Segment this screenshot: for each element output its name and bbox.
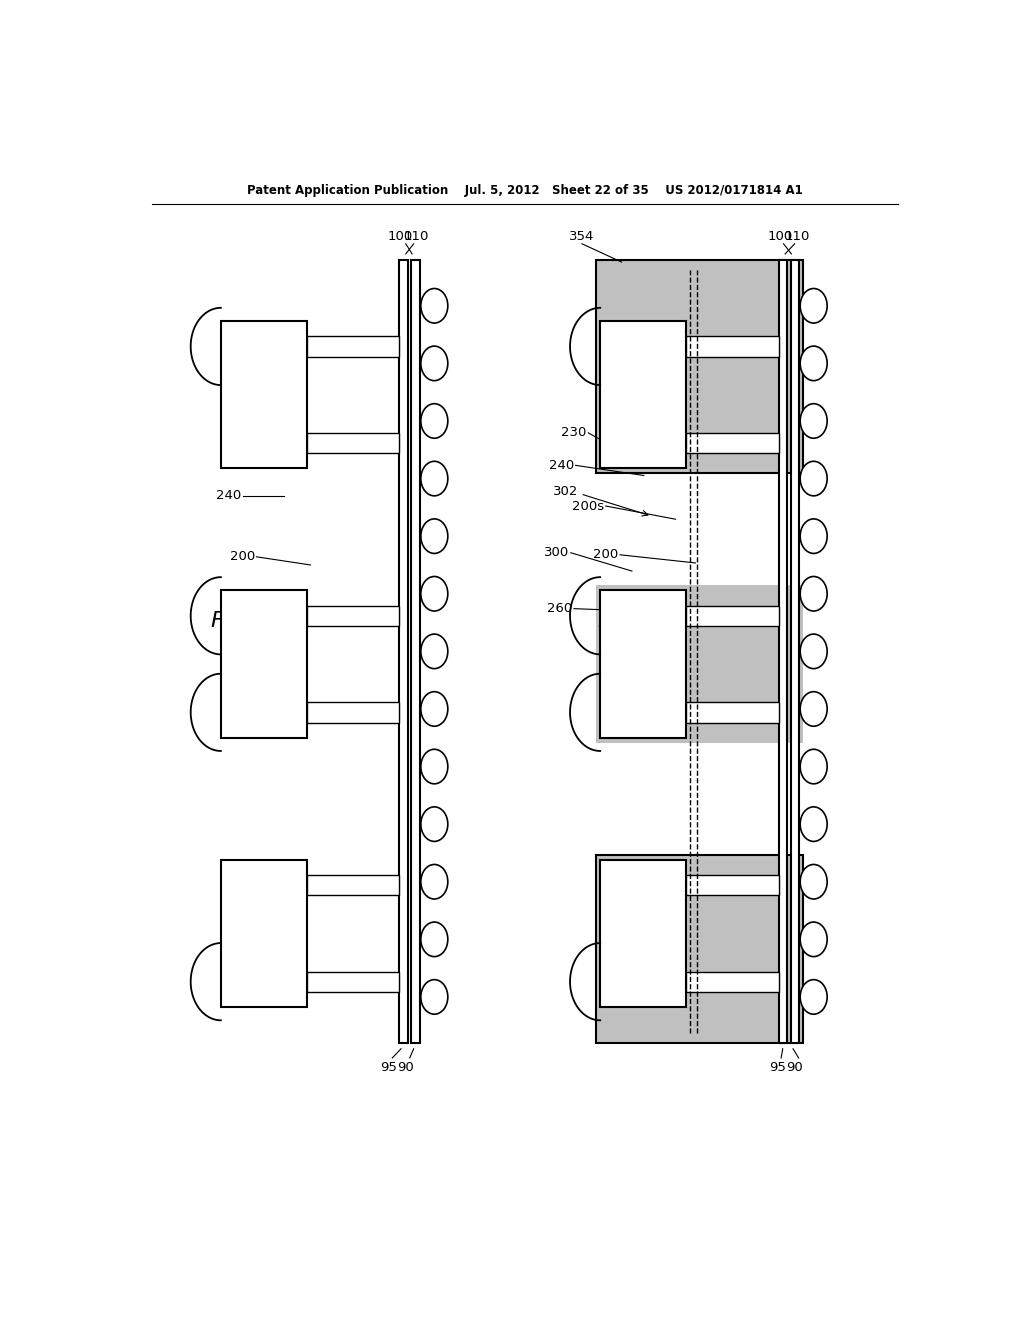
Text: 200: 200: [229, 550, 255, 564]
Circle shape: [800, 692, 827, 726]
Bar: [600, 859, 686, 1007]
Bar: [779, 260, 787, 1043]
Bar: [686, 433, 779, 453]
Circle shape: [800, 577, 827, 611]
Circle shape: [421, 807, 447, 841]
Bar: [686, 337, 779, 356]
Bar: [596, 260, 804, 474]
Text: 110: 110: [403, 230, 429, 243]
Circle shape: [800, 634, 827, 669]
Text: Fig. 4A: Fig. 4A: [211, 611, 288, 631]
Bar: [306, 337, 399, 356]
Text: 90: 90: [786, 1061, 803, 1074]
Bar: [596, 585, 804, 743]
Text: 100: 100: [387, 230, 413, 243]
Bar: [221, 859, 306, 1007]
Circle shape: [421, 865, 447, 899]
Circle shape: [800, 865, 827, 899]
Circle shape: [421, 577, 447, 611]
Bar: [306, 433, 399, 453]
Text: 200: 200: [593, 548, 618, 561]
Circle shape: [421, 519, 447, 553]
Text: 240: 240: [216, 490, 242, 503]
Circle shape: [421, 979, 447, 1014]
Text: 300: 300: [544, 546, 569, 560]
Circle shape: [800, 404, 827, 438]
Bar: [412, 260, 420, 1043]
Bar: [686, 606, 779, 626]
Bar: [600, 590, 686, 738]
Bar: [221, 321, 306, 469]
Bar: [686, 875, 779, 895]
Text: 95: 95: [380, 1061, 396, 1074]
Bar: [306, 606, 399, 626]
Circle shape: [421, 346, 447, 380]
Circle shape: [800, 979, 827, 1014]
Text: 260: 260: [547, 602, 572, 615]
Bar: [221, 590, 306, 738]
Circle shape: [800, 461, 827, 496]
Bar: [306, 875, 399, 895]
Circle shape: [800, 519, 827, 553]
Circle shape: [800, 346, 827, 380]
Circle shape: [421, 289, 447, 323]
Text: 354: 354: [569, 230, 595, 243]
Text: 100: 100: [768, 230, 793, 243]
Circle shape: [800, 750, 827, 784]
Text: 240: 240: [549, 459, 574, 471]
Bar: [791, 260, 800, 1043]
Circle shape: [800, 289, 827, 323]
Circle shape: [421, 692, 447, 726]
Text: 230: 230: [561, 426, 587, 440]
Circle shape: [421, 923, 447, 957]
Text: 110: 110: [784, 230, 810, 243]
Bar: [600, 321, 686, 469]
Bar: [399, 260, 409, 1043]
Circle shape: [800, 807, 827, 841]
Bar: [306, 702, 399, 722]
Text: 302: 302: [553, 486, 578, 498]
Circle shape: [421, 461, 447, 496]
Circle shape: [800, 923, 827, 957]
Text: 90: 90: [397, 1061, 414, 1074]
Bar: [596, 854, 804, 1043]
Text: Fig. 4B: Fig. 4B: [598, 611, 675, 631]
Circle shape: [421, 634, 447, 669]
Text: Patent Application Publication    Jul. 5, 2012   Sheet 22 of 35    US 2012/01718: Patent Application Publication Jul. 5, 2…: [247, 185, 803, 198]
Bar: [686, 972, 779, 991]
Bar: [306, 972, 399, 991]
Text: 200s: 200s: [572, 499, 604, 512]
Text: 95: 95: [769, 1061, 785, 1074]
Text: 260: 260: [238, 599, 263, 612]
Bar: [686, 702, 779, 722]
Circle shape: [421, 404, 447, 438]
Circle shape: [421, 750, 447, 784]
